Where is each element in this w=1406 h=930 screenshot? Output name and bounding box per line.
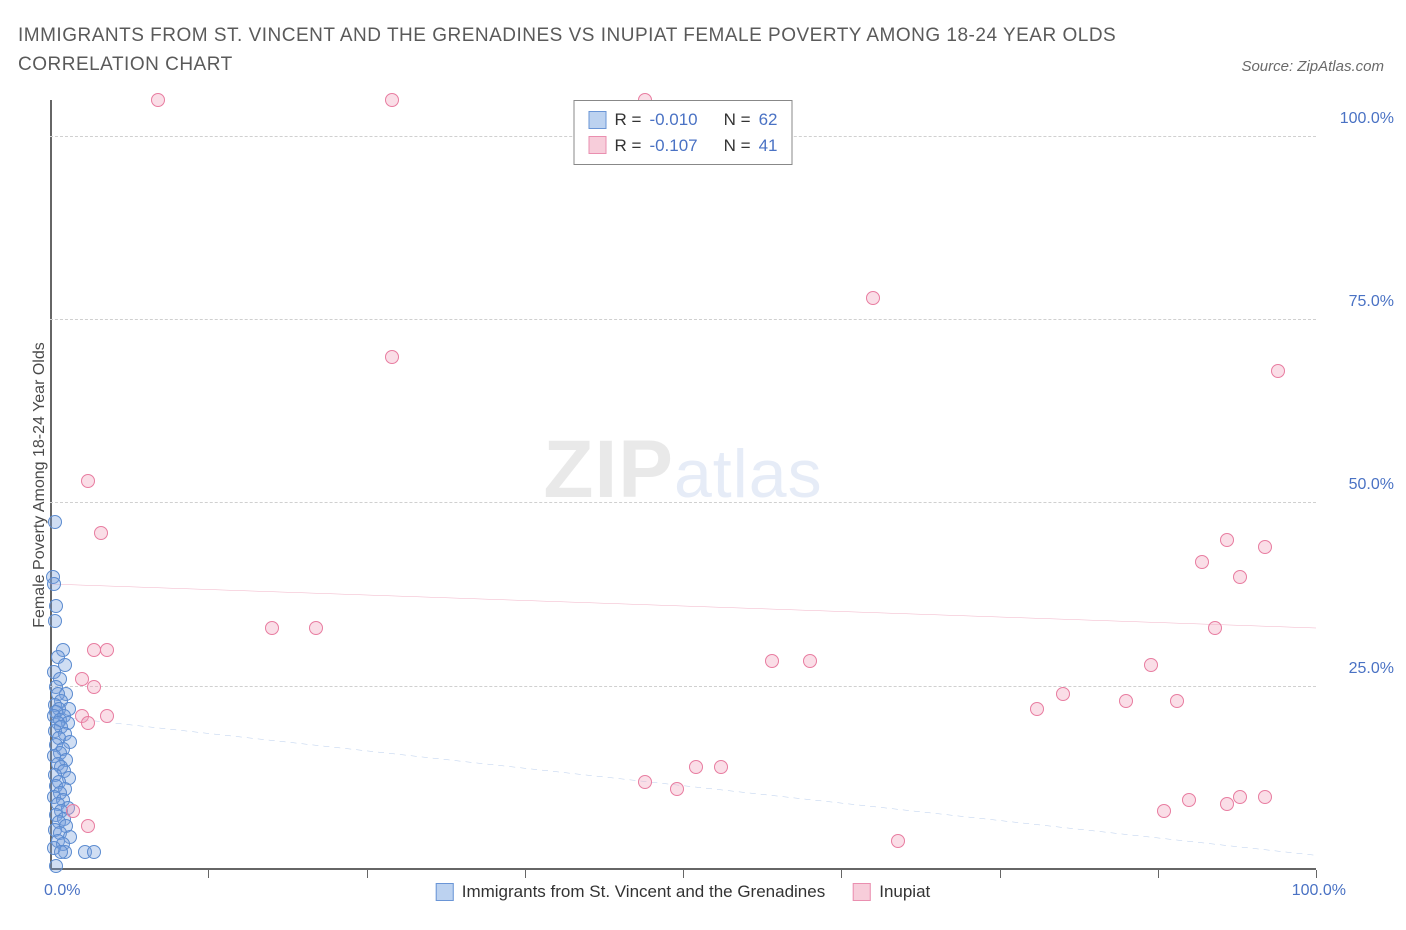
trend-line	[50, 584, 1316, 628]
legend-n-label: N =	[724, 107, 751, 133]
scatter-marker	[385, 93, 399, 107]
series-legend: Immigrants from St. Vincent and the Gren…	[436, 882, 931, 902]
scatter-marker	[670, 782, 684, 796]
scatter-marker	[1208, 621, 1222, 635]
scatter-marker	[638, 775, 652, 789]
legend-swatch	[436, 883, 454, 901]
scatter-marker	[49, 859, 63, 873]
y-tick-label: 25.0%	[1349, 660, 1394, 678]
scatter-marker	[1056, 687, 1070, 701]
legend-r-value: -0.107	[649, 133, 697, 159]
scatter-marker	[100, 643, 114, 657]
x-tick-left: 0.0%	[44, 882, 80, 900]
y-tick-label: 50.0%	[1349, 476, 1394, 494]
scatter-marker	[1258, 790, 1272, 804]
scatter-marker	[765, 654, 779, 668]
grid-line	[50, 319, 1316, 320]
scatter-marker	[1220, 797, 1234, 811]
scatter-marker	[891, 834, 905, 848]
legend-swatch	[589, 111, 607, 129]
scatter-marker	[94, 526, 108, 540]
scatter-marker	[48, 614, 62, 628]
scatter-marker	[87, 680, 101, 694]
scatter-marker	[265, 621, 279, 635]
scatter-marker	[309, 621, 323, 635]
scatter-marker	[1233, 790, 1247, 804]
scatter-marker	[81, 819, 95, 833]
legend-r-value: -0.010	[649, 107, 697, 133]
scatter-marker	[48, 515, 62, 529]
scatter-marker	[1144, 658, 1158, 672]
scatter-marker	[49, 599, 63, 613]
x-tick	[683, 870, 684, 878]
scatter-marker	[866, 291, 880, 305]
scatter-marker	[1170, 694, 1184, 708]
series-legend-item: Inupiat	[853, 882, 930, 902]
scatter-marker	[1258, 540, 1272, 554]
scatter-plot: ZIPatlas R = -0.010N = 62R = -0.107N = 4…	[50, 100, 1316, 870]
scatter-marker	[1233, 570, 1247, 584]
scatter-marker	[1030, 702, 1044, 716]
scatter-marker	[81, 716, 95, 730]
legend-row: R = -0.010 N = 62	[589, 107, 778, 133]
scatter-marker	[1157, 804, 1171, 818]
scatter-marker	[1119, 694, 1133, 708]
grid-line	[50, 502, 1316, 503]
legend-r-label: R =	[615, 133, 642, 159]
series-legend-item: Immigrants from St. Vincent and the Gren…	[436, 882, 825, 902]
x-tick	[841, 870, 842, 878]
legend-swatch	[589, 136, 607, 154]
scatter-marker	[47, 577, 61, 591]
series-legend-label: Inupiat	[879, 882, 930, 902]
legend-row: R = -0.107 N = 41	[589, 133, 778, 159]
scatter-marker	[1182, 793, 1196, 807]
grid-line	[50, 686, 1316, 687]
x-tick-right: 100.0%	[1292, 882, 1346, 900]
scatter-marker	[803, 654, 817, 668]
legend-swatch	[853, 883, 871, 901]
scatter-marker	[714, 760, 728, 774]
x-tick	[1158, 870, 1159, 878]
legend-n-value: 62	[759, 107, 778, 133]
trend-lines-svg	[50, 100, 1316, 870]
x-tick	[367, 870, 368, 878]
scatter-marker	[1271, 364, 1285, 378]
legend-r-label: R =	[615, 107, 642, 133]
scatter-marker	[100, 709, 114, 723]
scatter-marker	[151, 93, 165, 107]
y-tick-label: 75.0%	[1349, 293, 1394, 311]
correlation-legend: R = -0.010 N = 62 R = -0.107 N = 41	[574, 100, 793, 165]
scatter-marker	[54, 845, 68, 859]
scatter-marker	[385, 350, 399, 364]
x-tick	[208, 870, 209, 878]
scatter-marker	[81, 474, 95, 488]
scatter-marker	[1195, 555, 1209, 569]
scatter-marker	[66, 804, 80, 818]
legend-n-value: 41	[759, 133, 778, 159]
scatter-marker	[87, 845, 101, 859]
chart-area: Female Poverty Among 18-24 Year Olds ZIP…	[50, 100, 1316, 870]
chart-title: IMMIGRANTS FROM ST. VINCENT AND THE GREN…	[18, 22, 1126, 79]
x-tick	[1000, 870, 1001, 878]
series-legend-label: Immigrants from St. Vincent and the Gren…	[462, 882, 825, 902]
source-attribution: Source: ZipAtlas.com	[1241, 58, 1384, 75]
scatter-marker	[689, 760, 703, 774]
x-tick	[1316, 870, 1317, 878]
x-tick	[525, 870, 526, 878]
scatter-marker	[1220, 533, 1234, 547]
y-tick-label: 100.0%	[1340, 110, 1394, 128]
legend-n-label: N =	[724, 133, 751, 159]
